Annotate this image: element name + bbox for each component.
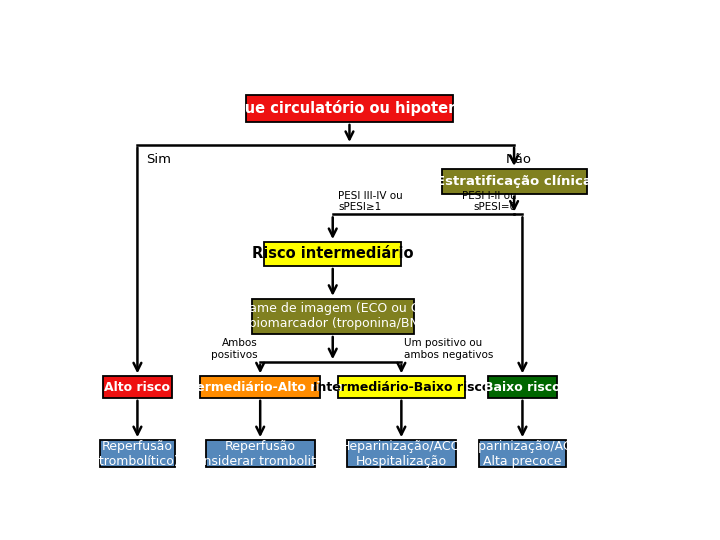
FancyBboxPatch shape [246,95,453,122]
Text: Intermediário-Baixo risco: Intermediário-Baixo risco [312,381,490,394]
Text: Heparinização/ACO
Hospitalização: Heparinização/ACO Hospitalização [341,440,462,468]
Text: Ambos
positivos: Ambos positivos [211,339,258,360]
FancyBboxPatch shape [338,376,465,398]
Text: Risco intermediário: Risco intermediário [252,246,413,261]
Text: Um positivo ou
ambos negativos: Um positivo ou ambos negativos [404,339,493,360]
FancyBboxPatch shape [487,376,557,398]
Text: PESI I-II ou
sPESI=0: PESI I-II ou sPESI=0 [462,191,517,212]
Text: Reperfusão
(trombolítico): Reperfusão (trombolítico) [95,440,180,468]
Text: Baixo risco: Baixo risco [484,381,561,394]
Text: Alto risco: Alto risco [104,381,171,394]
FancyBboxPatch shape [100,440,175,467]
Text: Não: Não [505,153,531,166]
Text: Exame de imagem (ECO ou CT)
+ biomarcador (troponina/BNP): Exame de imagem (ECO ou CT) + biomarcado… [234,302,432,330]
FancyBboxPatch shape [480,440,566,467]
FancyBboxPatch shape [200,376,320,398]
Text: Intermediário-Alto risco: Intermediário-Alto risco [177,381,343,394]
FancyBboxPatch shape [206,440,315,467]
Text: Choque circulatório ou hipotensão?: Choque circulatório ou hipotensão? [203,100,496,117]
Text: Reperfusão
(considerar trombolitco): Reperfusão (considerar trombolitco) [184,440,336,468]
Text: Heparinização/ACO
Alta precoce: Heparinização/ACO Alta precoce [462,440,582,468]
FancyBboxPatch shape [102,376,172,398]
Text: PESI III-IV ou
sPESI≥1: PESI III-IV ou sPESI≥1 [338,191,403,212]
Text: Sim: Sim [145,153,171,166]
Text: Estratificação clínica: Estratificação clínica [436,175,592,188]
FancyBboxPatch shape [347,440,456,467]
FancyBboxPatch shape [252,299,414,334]
FancyBboxPatch shape [264,242,401,266]
FancyBboxPatch shape [441,168,587,194]
